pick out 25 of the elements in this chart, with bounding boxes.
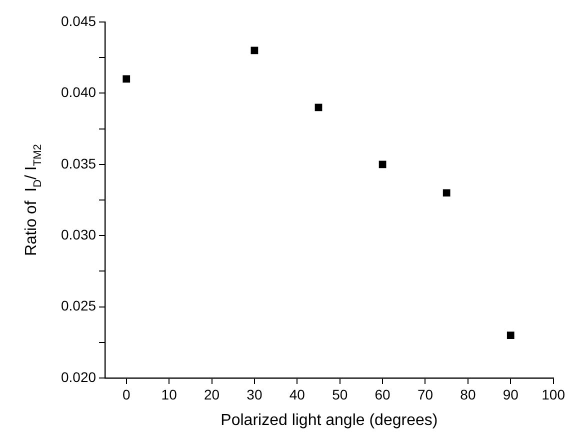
y-tick-label: 0.045 xyxy=(60,12,96,29)
x-tick-label: 60 xyxy=(374,386,391,402)
x-tick-label: 10 xyxy=(161,386,178,402)
x-tick-label: 50 xyxy=(332,386,348,402)
point xyxy=(314,104,322,112)
x-tick-label: 80 xyxy=(460,386,476,402)
y-axis-title: Ratio of ID/ ITM2 xyxy=(23,144,44,256)
x-tick-label: 70 xyxy=(417,386,434,402)
x-tick-label: 20 xyxy=(204,386,220,402)
x-tick-label: 0 xyxy=(122,386,130,402)
point xyxy=(442,189,450,197)
y-tick-label: 0.040 xyxy=(60,84,96,100)
y-tick-label: 0.030 xyxy=(60,226,96,242)
x-tick-label: 100 xyxy=(542,386,566,402)
x-tick-label: 90 xyxy=(502,386,519,402)
y-tick-label: 0.025 xyxy=(60,298,96,314)
point xyxy=(378,160,386,168)
y-tick-label: 0.035 xyxy=(60,155,96,172)
point xyxy=(250,46,258,54)
x-tick-label: 40 xyxy=(289,386,306,402)
x-tick-label: 30 xyxy=(246,386,262,402)
y-tick-label: 0.020 xyxy=(60,368,96,385)
x-axis-title: Polarized light angle (degrees) xyxy=(220,412,438,429)
point xyxy=(122,75,130,83)
point xyxy=(506,332,514,339)
